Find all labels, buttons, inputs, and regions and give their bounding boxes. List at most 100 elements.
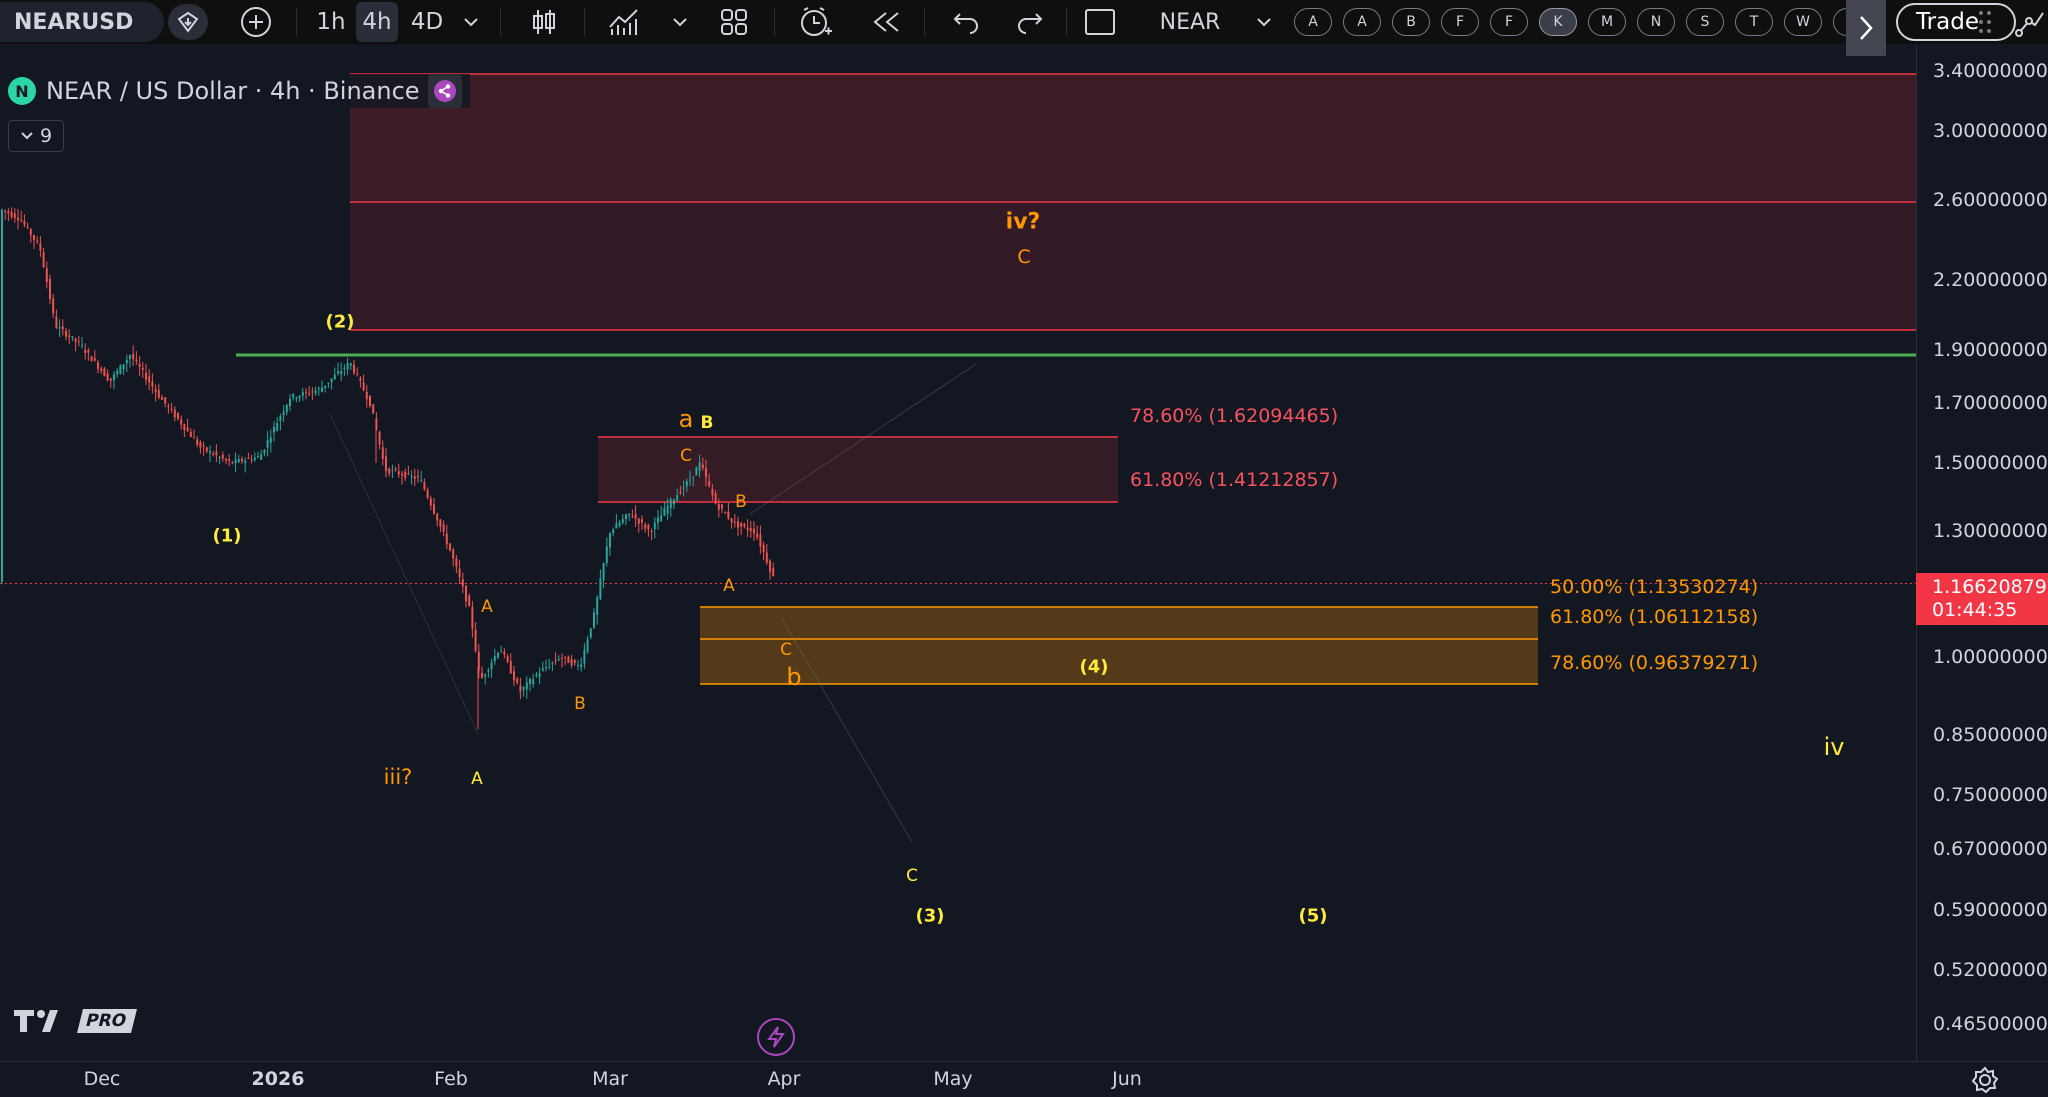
chart-canvas[interactable] — [0, 44, 1916, 1061]
wave-label[interactable]: A — [471, 769, 483, 789]
wave-label[interactable]: iii? — [383, 765, 413, 789]
candle-body — [228, 459, 231, 462]
watchlist-letter-button[interactable]: A — [1343, 8, 1381, 36]
wave-label[interactable]: A — [723, 576, 735, 596]
candle-body — [132, 354, 135, 360]
watchlist-letter-button[interactable]: F — [1441, 8, 1479, 36]
timeframe-1h[interactable]: 1h — [316, 9, 346, 35]
wave-label[interactable]: B — [574, 694, 586, 714]
current-price-value: 1.16620879 — [1932, 576, 2047, 599]
wave-label[interactable]: a — [678, 405, 694, 433]
candle-body — [554, 660, 557, 662]
watchlist-letter-button[interactable]: B — [1392, 8, 1430, 36]
fib-label: 78.60% (1.62094465) — [1130, 405, 1339, 427]
fullscreen-square-icon[interactable] — [1080, 0, 1120, 44]
wave-label[interactable]: (5) — [1298, 905, 1328, 927]
undo-icon[interactable] — [946, 0, 986, 44]
watchlist-letter-button[interactable]: M — [1588, 8, 1626, 36]
drawing-tools-icon[interactable] — [2012, 0, 2048, 44]
candle-body — [77, 341, 80, 343]
wave-label[interactable]: C — [906, 866, 918, 886]
candle-body — [513, 671, 515, 681]
price-tick: 1.50000000 — [1933, 452, 2048, 474]
candle-body — [177, 413, 179, 419]
watchlist-letter-button[interactable]: A — [1294, 8, 1332, 36]
candle-body — [125, 359, 128, 364]
scroll-right-chevron-icon[interactable] — [1846, 0, 1886, 56]
candle-body — [333, 374, 336, 380]
candle-body — [276, 422, 279, 431]
candle-body — [609, 533, 611, 548]
wave-label[interactable]: (2) — [325, 311, 355, 333]
time-axis[interactable]: Dec 2026 Feb Mar Apr May Jun — [0, 1061, 2048, 1097]
watchlist-letter-button[interactable]: S — [1686, 8, 1724, 36]
watchlist-name-button[interactable]: NEAR — [1159, 9, 1221, 35]
bar-countdown: 01:44:35 — [1932, 599, 2018, 622]
candle-body — [487, 669, 490, 672]
wave-label[interactable]: b — [786, 663, 802, 691]
indicators-icon[interactable] — [604, 0, 644, 44]
candle-body — [580, 664, 583, 668]
candle-body — [420, 480, 423, 482]
candle-body — [263, 449, 266, 454]
share-icon[interactable] — [427, 74, 462, 108]
watchlist-letter-button[interactable]: N — [1637, 8, 1675, 36]
watchlist-letter-button[interactable]: T — [1735, 8, 1773, 36]
alert-clock-icon[interactable] — [796, 0, 836, 44]
watchlist-dropdown-chevron-icon[interactable] — [1252, 0, 1276, 44]
candle-body — [557, 659, 560, 661]
candle-body — [503, 651, 506, 655]
replay-rewind-icon[interactable] — [866, 0, 906, 44]
price-tick: 0.52000000 — [1933, 959, 2048, 982]
wave-label[interactable]: (4) — [1079, 656, 1109, 678]
candle-body — [599, 578, 602, 599]
candle-body — [532, 679, 535, 685]
redo-icon[interactable] — [1010, 0, 1050, 44]
candles-chart-type-icon[interactable] — [524, 0, 564, 44]
candle-body — [429, 498, 432, 506]
candle-body — [148, 376, 151, 383]
wave-label[interactable]: C — [1017, 246, 1031, 268]
wave-label[interactable]: A — [481, 597, 493, 617]
drag-handle-icon[interactable] — [1972, 0, 1998, 44]
chart-pane[interactable]: N NEAR / US Dollar · 4h · Binance 9 78.6… — [0, 44, 1916, 1061]
wave-label[interactable]: iv? — [1005, 209, 1041, 235]
watchlist-letter-button[interactable]: W — [1784, 8, 1822, 36]
symbol-legend[interactable]: N NEAR / US Dollar · 4h · Binance — [8, 74, 470, 108]
flag-icon[interactable] — [168, 4, 208, 40]
candle-body — [253, 457, 256, 460]
watchlist-letter-button[interactable]: K — [1539, 8, 1577, 36]
indicators-toggle-button[interactable]: 9 — [8, 120, 64, 152]
wave-label[interactable]: B — [700, 413, 714, 433]
wave-label[interactable]: B — [735, 492, 747, 512]
candle-body — [749, 528, 752, 532]
wave-label[interactable]: (3) — [915, 905, 945, 927]
timeframe-dropdown-chevron-icon[interactable] — [458, 0, 484, 44]
wave-label[interactable]: iv — [1823, 733, 1845, 761]
timeframe-4d[interactable]: 4D — [410, 9, 444, 35]
candle-body — [698, 462, 701, 471]
chart-settings-gear-icon[interactable] — [1970, 1065, 2000, 1095]
timeframe-4h[interactable]: 4h — [356, 2, 398, 42]
candle-body — [733, 521, 736, 523]
lightning-bolt-icon[interactable] — [757, 1018, 795, 1056]
candle-body — [119, 365, 122, 374]
candle-body — [548, 666, 551, 668]
symbol-search-button[interactable]: NEARUSD — [0, 2, 164, 42]
time-tick: Mar — [592, 1068, 628, 1090]
candle-body — [215, 451, 218, 456]
candle-body — [164, 397, 167, 404]
tradingview-logo[interactable]: PRO — [12, 1006, 137, 1036]
compare-symbol-plus-icon[interactable] — [236, 0, 276, 44]
wave-label[interactable]: C — [680, 446, 692, 466]
candle-body — [727, 511, 730, 519]
trade-button[interactable]: Trade — [1896, 3, 2016, 41]
candle-body — [205, 447, 208, 452]
wave-label[interactable]: (1) — [212, 525, 242, 547]
candle-body — [218, 457, 221, 459]
watchlist-letter-button[interactable]: F — [1490, 8, 1528, 36]
price-axis[interactable]: 3.40000000 3.00000000 2.60000000 2.20000000… — [1916, 44, 2048, 1061]
layouts-grid-icon[interactable] — [714, 0, 754, 44]
indicators-dropdown-chevron-icon[interactable] — [668, 0, 692, 44]
wave-label[interactable]: C — [780, 640, 792, 660]
